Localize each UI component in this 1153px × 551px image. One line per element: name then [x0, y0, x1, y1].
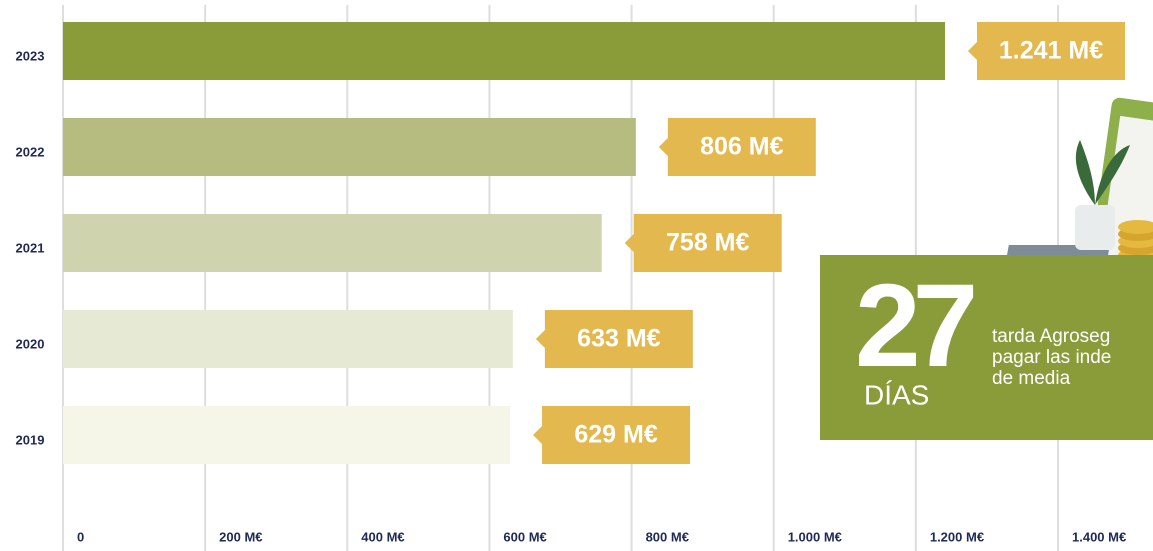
x-tick-label: 1.200 M€	[930, 529, 984, 544]
promo-number: 27	[855, 260, 974, 392]
x-tick-label: 400 M€	[361, 529, 404, 544]
x-tick-label: 1.000 M€	[788, 529, 842, 544]
coin	[1118, 220, 1153, 234]
value-label-box	[624, 214, 782, 272]
promo-unit: DÍAS	[864, 379, 929, 410]
promo-text: de media	[992, 368, 1071, 389]
value-label: 629 M€	[574, 421, 657, 449]
y-tick-label: 2019	[16, 432, 45, 447]
bar	[63, 118, 636, 176]
bar	[63, 214, 602, 272]
x-tick-label: 200 M€	[219, 529, 262, 544]
bar	[63, 406, 511, 464]
x-tick-label: 800 M€	[646, 529, 689, 544]
value-label-box	[535, 310, 693, 368]
value-label-box	[967, 22, 1125, 80]
value-label: 633 M€	[577, 325, 660, 353]
y-tick-label: 2023	[16, 48, 45, 63]
value-label-box	[533, 406, 691, 464]
x-tick-label: 0	[77, 529, 84, 544]
plant	[1075, 140, 1130, 205]
value-label-box	[658, 118, 816, 176]
bar	[63, 22, 945, 80]
bar	[63, 310, 513, 368]
y-tick-label: 2022	[16, 144, 45, 159]
promo-text: tarda Agroseg	[992, 326, 1110, 347]
value-label: 1.241 M€	[999, 37, 1103, 65]
pot	[1075, 205, 1115, 250]
y-tick-label: 2020	[16, 336, 45, 351]
promo-text: pagar las inde	[992, 347, 1111, 368]
y-tick-label: 2021	[16, 240, 45, 255]
x-tick-label: 1.400 M€	[1072, 529, 1126, 544]
value-label: 758 M€	[666, 229, 749, 257]
value-label: 806 M€	[700, 133, 783, 161]
x-tick-label: 600 M€	[503, 529, 546, 544]
promo-box	[820, 255, 1153, 440]
